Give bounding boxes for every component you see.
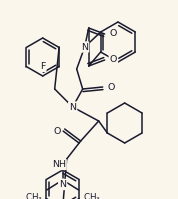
Text: O: O bbox=[110, 29, 117, 38]
Text: CH$_3$: CH$_3$ bbox=[25, 192, 43, 199]
Text: N: N bbox=[59, 180, 66, 189]
Text: O: O bbox=[108, 83, 115, 92]
Text: N: N bbox=[81, 43, 88, 52]
Text: NH: NH bbox=[52, 160, 66, 169]
Text: N: N bbox=[69, 102, 76, 111]
Text: F: F bbox=[40, 62, 45, 71]
Text: O: O bbox=[110, 56, 117, 64]
Text: O: O bbox=[53, 127, 61, 136]
Text: CH$_3$: CH$_3$ bbox=[83, 192, 101, 199]
